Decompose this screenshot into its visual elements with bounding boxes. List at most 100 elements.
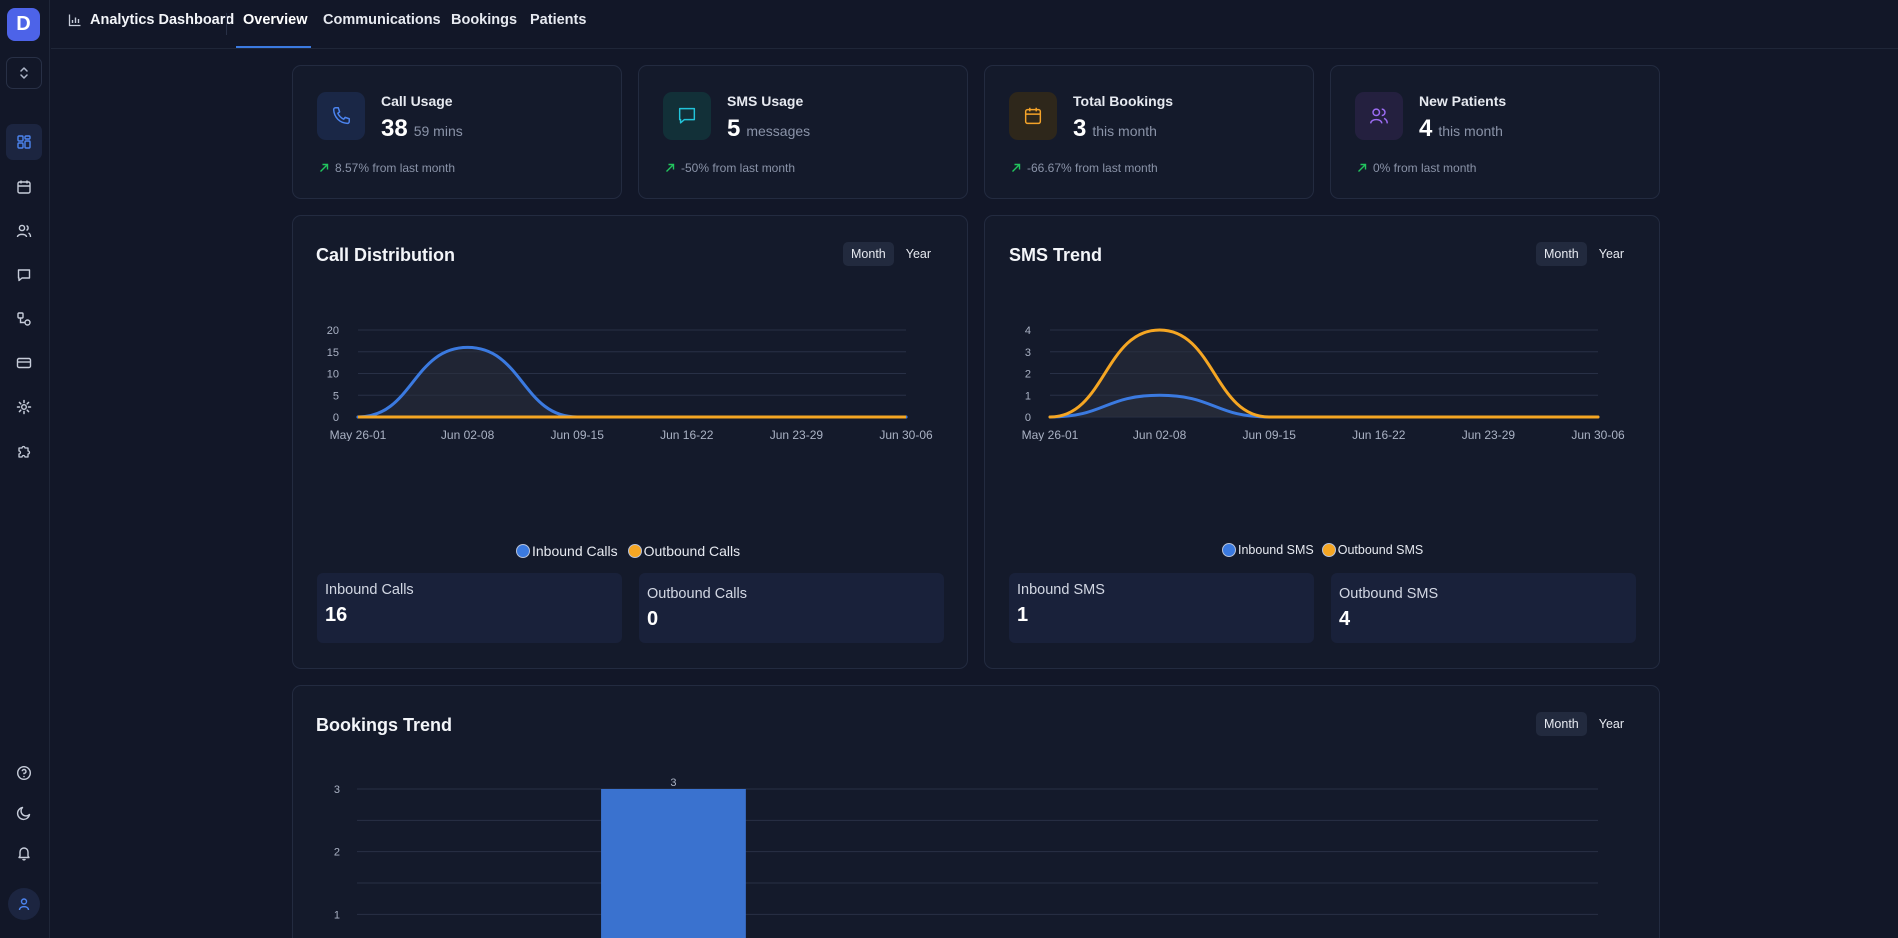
call-distribution-panel: Call Distribution Month Year 0 5 10 15 20 May… — [292, 215, 968, 669]
outbound-calls-summary: Outbound Calls 0 — [639, 573, 944, 643]
tab-bookings[interactable]: Bookings — [451, 12, 518, 28]
x-tick-label: Jun 02-08 — [441, 428, 495, 441]
toggle-month-button[interactable]: Month — [1536, 242, 1587, 266]
tab-patients[interactable]: Patients — [530, 12, 587, 28]
stat-number: 4 — [1419, 115, 1433, 142]
y-tick-label: 1 — [1025, 390, 1031, 402]
calendar-icon — [17, 180, 31, 194]
nav-settings[interactable] — [6, 389, 42, 425]
nav-workflows[interactable] — [6, 301, 42, 337]
stat-card-new-patients: New Patients 4 this month 0% from last mo… — [1330, 65, 1660, 199]
stat-icon-box — [317, 92, 365, 140]
legend-swatch — [516, 544, 530, 558]
x-tick-label: Jun 09-15 — [1243, 428, 1297, 441]
users-icon — [1370, 108, 1388, 124]
bar-chart-icon — [68, 14, 81, 27]
legend-label: Outbound SMS — [1337, 543, 1424, 557]
period-toggle: Month Year — [1536, 242, 1632, 266]
y-tick-label: 15 — [327, 347, 339, 359]
legend-item-outbound[interactable]: Outbound Calls — [627, 543, 740, 559]
sidebar: D — [0, 0, 50, 938]
y-tick-label: 2 — [334, 847, 340, 859]
x-tick-label: May 26-01 — [330, 428, 387, 441]
top-bar: Analytics Dashboard Overview Communicati… — [51, 0, 1898, 49]
nav-dashboard[interactable] — [6, 124, 42, 160]
notifications-button[interactable] — [6, 835, 42, 871]
stat-number: 38 — [381, 115, 408, 142]
calendar-icon — [1024, 107, 1042, 125]
app-logo[interactable]: D — [7, 8, 40, 41]
toggle-month-button[interactable]: Month — [1536, 712, 1587, 736]
trend-up-icon — [1012, 163, 1021, 172]
workspace-switcher-button[interactable] — [6, 57, 42, 89]
panel-title: SMS Trend — [1009, 245, 1103, 265]
legend-swatch — [1222, 543, 1236, 557]
legend-swatch — [627, 544, 642, 558]
app-title-text: Analytics Dashboard — [90, 12, 235, 28]
period-toggle: Month Year — [843, 242, 939, 266]
legend-item-outbound[interactable]: Outbound SMS — [1321, 543, 1424, 557]
stat-unit: 59 mins — [413, 123, 463, 139]
stat-unit: messages — [746, 123, 811, 139]
bell-icon — [18, 847, 30, 861]
nav-calendar[interactable] — [6, 169, 42, 205]
stat-label: Call Usage — [381, 93, 453, 109]
tab-overview[interactable]: Overview — [243, 12, 308, 28]
active-tab-indicator — [236, 46, 311, 48]
dashboard-icon — [17, 135, 31, 149]
bar-data-label: 3 — [670, 777, 676, 789]
nav-messages[interactable] — [6, 257, 42, 293]
summary-label: Inbound Calls — [325, 582, 414, 598]
user-icon — [18, 898, 30, 911]
summary-label: Inbound SMS — [1017, 582, 1105, 598]
help-icon — [16, 765, 32, 781]
toggle-year-button[interactable]: Year — [1598, 247, 1625, 261]
nav-integrations[interactable] — [6, 433, 42, 469]
panel-title: Bookings Trend — [316, 715, 453, 735]
stat-icon-box — [1009, 92, 1057, 140]
inbound-calls-summary: Inbound Calls 16 — [317, 573, 622, 643]
y-tick-label: 4 — [1025, 325, 1031, 337]
series-area — [1050, 330, 1598, 417]
chart-legend: Inbound SMS Outbound SMS — [1222, 543, 1423, 557]
legend-label: Inbound SMS — [1238, 543, 1314, 557]
nav-patients[interactable] — [6, 213, 42, 249]
stat-change: -66.67% from last month — [1011, 161, 1158, 175]
stat-number: 3 — [1073, 115, 1087, 142]
bookings-trend-chart: 1 2 3 3 — [334, 777, 1598, 938]
stat-icon-box — [1355, 92, 1403, 140]
toggle-month-button[interactable]: Month — [843, 242, 894, 266]
message-icon — [17, 269, 31, 282]
summary-value: 4 — [1339, 608, 1351, 630]
legend-label: Inbound Calls — [532, 543, 618, 559]
period-toggle: Month Year — [1536, 712, 1632, 736]
stat-label: New Patients — [1419, 93, 1507, 109]
summary-label: Outbound Calls — [647, 586, 747, 602]
x-tick-label: Jun 02-08 — [1133, 428, 1187, 441]
toggle-year-button[interactable]: Year — [905, 247, 932, 261]
toggle-year-button[interactable]: Year — [1598, 717, 1625, 731]
trend-up-icon — [1358, 163, 1367, 172]
moon-icon — [16, 806, 31, 821]
x-tick-label: Jun 16-22 — [660, 428, 714, 441]
theme-toggle-button[interactable] — [6, 795, 42, 831]
y-tick-label: 10 — [327, 369, 339, 381]
stat-card-total-bookings: Total Bookings 3 this month -66.67% from … — [984, 65, 1314, 199]
y-tick-label: 0 — [1025, 412, 1031, 424]
y-tick-label: 1 — [334, 909, 340, 921]
bookings-trend-panel: Bookings Trend Month Year 1 2 3 3 — [292, 685, 1660, 938]
nav-billing[interactable] — [6, 345, 42, 381]
user-avatar-button[interactable] — [8, 888, 40, 920]
stat-label: Total Bookings — [1073, 93, 1174, 109]
help-button[interactable] — [6, 755, 42, 791]
tab-communications[interactable]: Communications — [323, 12, 441, 28]
legend-item-inbound[interactable]: Inbound Calls — [516, 543, 618, 559]
x-tick-label: May 26-01 — [1022, 428, 1079, 441]
series-line — [1048, 328, 1600, 419]
workflow-icon — [17, 312, 31, 326]
stat-change: 8.57% from last month — [319, 161, 455, 175]
legend-item-inbound[interactable]: Inbound SMS — [1222, 543, 1314, 557]
summary-value: 0 — [647, 608, 659, 630]
stat-label: SMS Usage — [727, 93, 804, 109]
legend-swatch — [1321, 543, 1336, 557]
